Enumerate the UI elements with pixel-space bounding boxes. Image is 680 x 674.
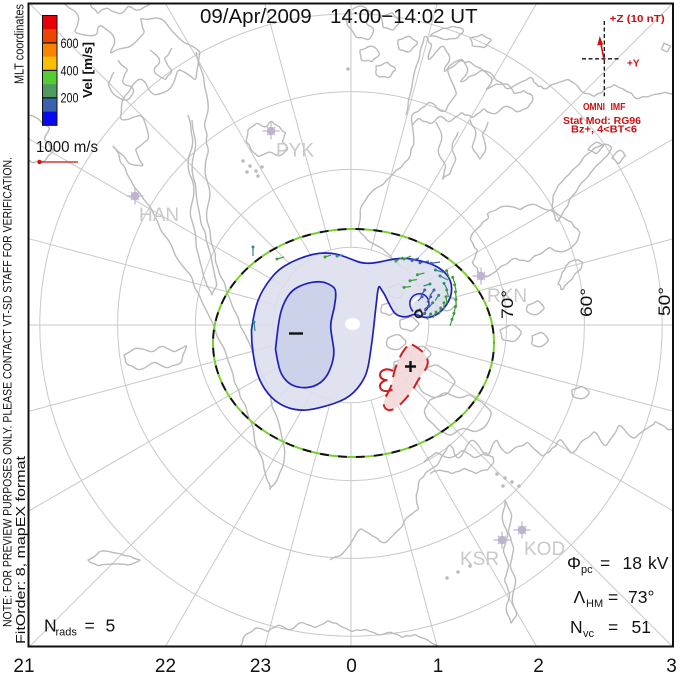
svg-text:RKN: RKN [487,286,527,307]
svg-text:70°: 70° [498,290,517,319]
svg-text:Nvc =51: Nvc = 51 [570,617,651,640]
svg-text:KSR: KSR [460,549,499,570]
svg-text:IMF: IMF [611,102,626,113]
svg-text:HAN: HAN [139,205,179,226]
svg-text:1: 1 [433,656,444,674]
svg-text:OMNI: OMNI [583,102,605,113]
svg-text:23: 23 [250,656,271,674]
svg-text:600: 600 [61,36,79,51]
svg-text:+Z (10 nT): +Z (10 nT) [610,14,665,25]
svg-text:Nrads =5: Nrads = 5 [44,616,115,639]
svg-text:1000 m/s: 1000 m/s [36,139,98,156]
svg-text:21: 21 [13,656,34,674]
svg-text:ΛHM =73°: ΛHM = 73° [574,587,655,610]
svg-text:3: 3 [666,656,677,674]
svg-text:400: 400 [61,63,79,78]
svg-text:0: 0 [346,656,357,674]
svg-text:Bz+, 4<BT<6: Bz+, 4<BT<6 [571,125,637,136]
svg-text:PYK: PYK [276,141,314,162]
svg-text:+Y: +Y [627,59,640,70]
svg-text:Vel [m/s]: Vel [m/s] [81,42,95,98]
svg-text:200: 200 [61,91,79,106]
svg-text:MLT coordinates: MLT coordinates [13,4,27,84]
svg-text:60°: 60° [577,288,596,317]
svg-text:Stat Mod: RG96: Stat Mod: RG96 [563,116,641,127]
svg-text:22: 22 [155,656,176,674]
svg-text:FitOrder: 8, mapEX format: FitOrder: 8, mapEX format [13,456,28,644]
svg-text:KOD: KOD [524,539,565,560]
svg-text:50°: 50° [655,287,674,316]
svg-text:2: 2 [533,656,544,674]
svg-text:NOTE: FOR PREVIEW PURPOSES ONL: NOTE: FOR PREVIEW PURPOSES ONLY. PLEASE … [3,157,15,627]
